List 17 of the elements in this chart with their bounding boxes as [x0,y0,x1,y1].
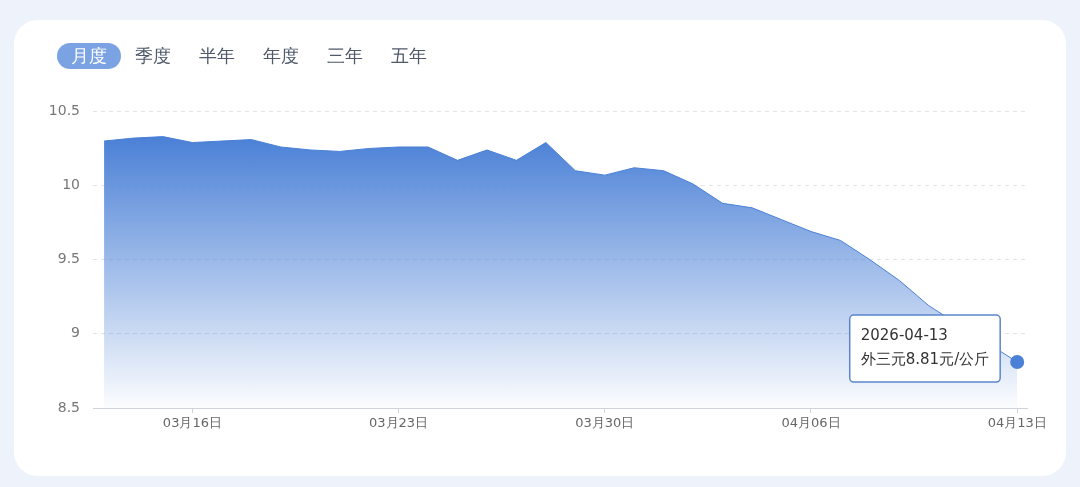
x-tick-label: 03月23日 [369,415,429,431]
period-tab: 月度 [57,43,121,69]
x-tick-label: 04月13日 [987,415,1047,431]
period-tab: 半年 [185,43,249,69]
period-tab: 五年 [377,43,441,69]
y-tick-label: 10.5 [48,102,80,119]
x-tick-label: 03月16日 [162,415,222,431]
period-tab: 季度 [121,43,185,69]
period-tab: 年度 [249,43,313,69]
y-tick-label: 9.5 [57,250,80,267]
y-tick-label: 9 [71,324,80,341]
x-tick-label: 03月30日 [575,415,635,431]
y-tick-label: 10 [62,176,80,193]
y-tick-label: 8.5 [57,398,80,415]
x-tick-label: 04月06日 [781,415,841,431]
annotation: 2026-04-13 外三元8.81元/公斤 [860,325,990,368]
period-tab: 三年 [313,43,377,69]
